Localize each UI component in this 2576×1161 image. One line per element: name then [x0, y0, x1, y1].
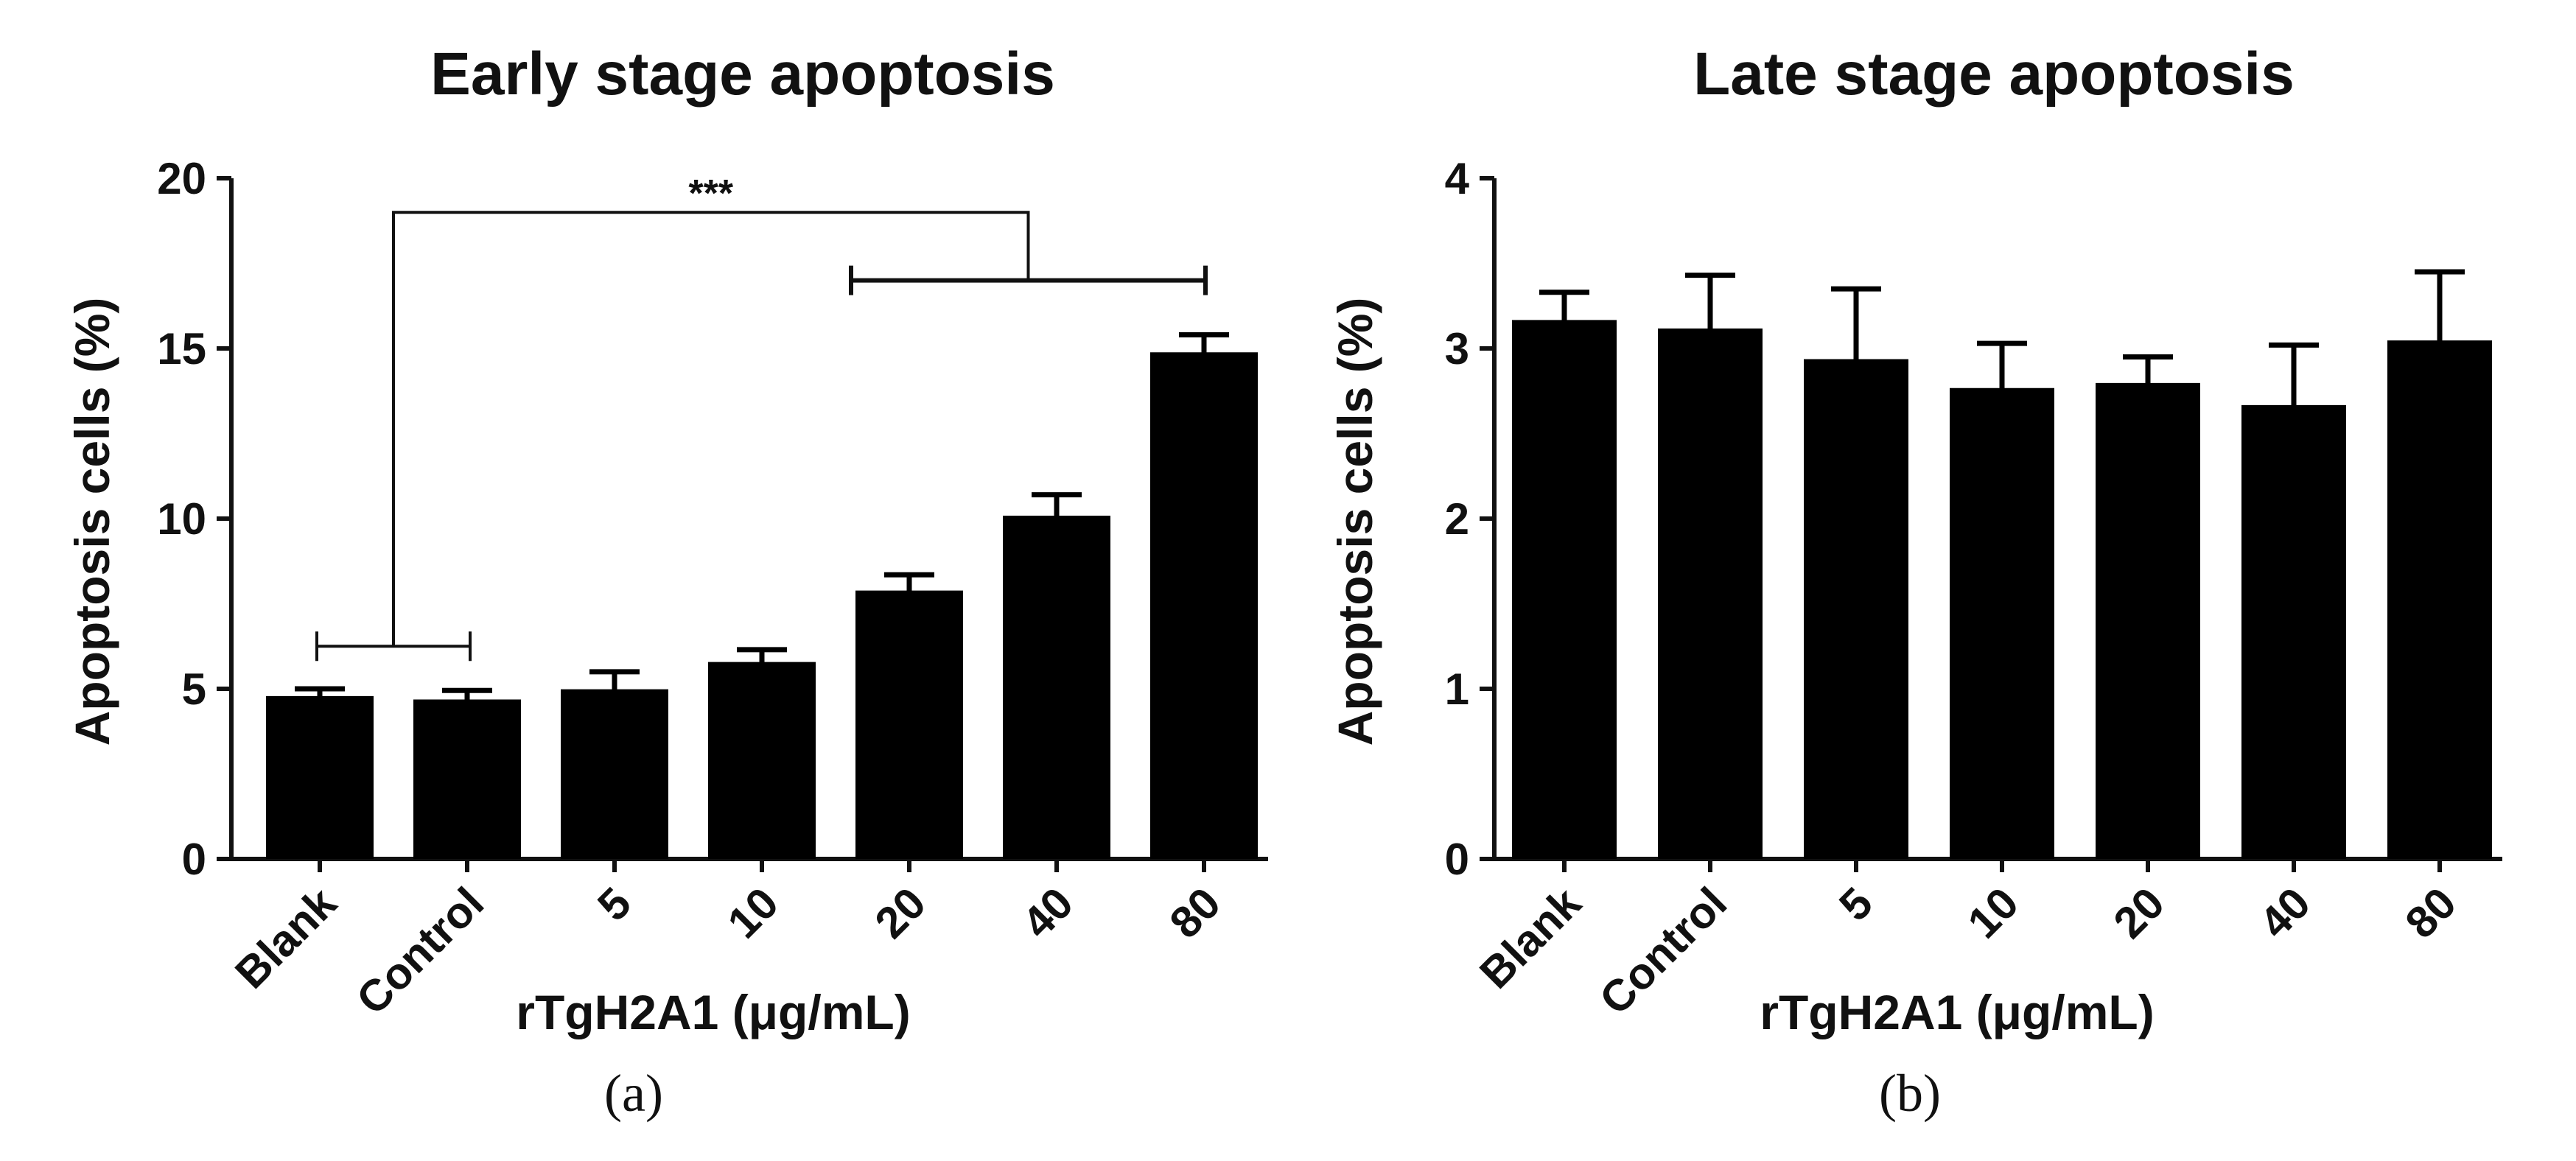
y-tick-label: 1	[1445, 664, 1469, 714]
x-tick-label: 80	[1161, 878, 1231, 948]
chart-title: Late stage apoptosis	[1693, 41, 2295, 108]
bar	[2096, 385, 2200, 859]
y-tick-label: 5	[182, 664, 206, 714]
panel-early-stage-chart: Early stage apoptosis Apoptosis cells (%…	[65, 41, 1268, 1123]
x-tick-label: Control	[1590, 878, 1736, 1024]
y-tick-label: 2	[1445, 494, 1469, 544]
x-axis-label: rTgH2A1 (μg/mL)	[1760, 985, 2154, 1039]
y-tick-label: 4	[1445, 154, 1470, 203]
y-axis-label: Apoptosis cells (%)	[1328, 298, 1382, 746]
y-tick-label: 3	[1445, 324, 1469, 373]
y-tick-label: 10	[157, 494, 206, 544]
bar	[708, 664, 816, 859]
x-axis-label: rTgH2A1 (μg/mL)	[516, 985, 910, 1039]
y-tick-label: 20	[157, 154, 206, 203]
panel-label: (a)	[604, 1064, 663, 1123]
y-tick-label: 15	[157, 324, 206, 373]
panel-label: (b)	[1879, 1064, 1941, 1123]
x-tick-label: 20	[2104, 878, 2174, 948]
bar	[1512, 323, 1617, 860]
x-tick-label: 5	[588, 878, 640, 930]
y-tick-label: 0	[182, 835, 206, 884]
significance-label: ***	[688, 172, 733, 215]
x-tick-label: 10	[1959, 878, 2029, 948]
x-tick-label: 40	[1013, 878, 1083, 948]
x-tick-label: 80	[2396, 878, 2466, 948]
x-tick-label: Blank	[225, 877, 346, 997]
chart-title: Early stage apoptosis	[430, 41, 1055, 108]
x-tick-label: 10	[718, 878, 788, 948]
x-tick-label: 40	[2250, 878, 2320, 948]
bar	[2387, 343, 2492, 859]
bar	[1658, 331, 1763, 859]
bar	[2241, 407, 2346, 859]
bar	[855, 593, 963, 859]
x-tick-label: 5	[1830, 878, 1882, 930]
y-axis-label: Apoptosis cells (%)	[65, 298, 119, 746]
x-tick-label: Control	[347, 878, 493, 1024]
bar	[1804, 362, 1908, 860]
bar	[266, 698, 374, 859]
x-tick-label: Blank	[1470, 877, 1590, 997]
sig-connector	[392, 211, 1030, 647]
panel-late-stage-chart: Late stage apoptosis Apoptosis cells (%)…	[1328, 41, 2502, 1123]
bar	[1150, 355, 1258, 859]
bar	[561, 692, 668, 859]
bar	[1003, 519, 1110, 859]
x-tick-label: 20	[866, 878, 936, 948]
bar	[413, 702, 521, 859]
bar	[1950, 390, 2054, 859]
y-tick-label: 0	[1445, 835, 1469, 884]
